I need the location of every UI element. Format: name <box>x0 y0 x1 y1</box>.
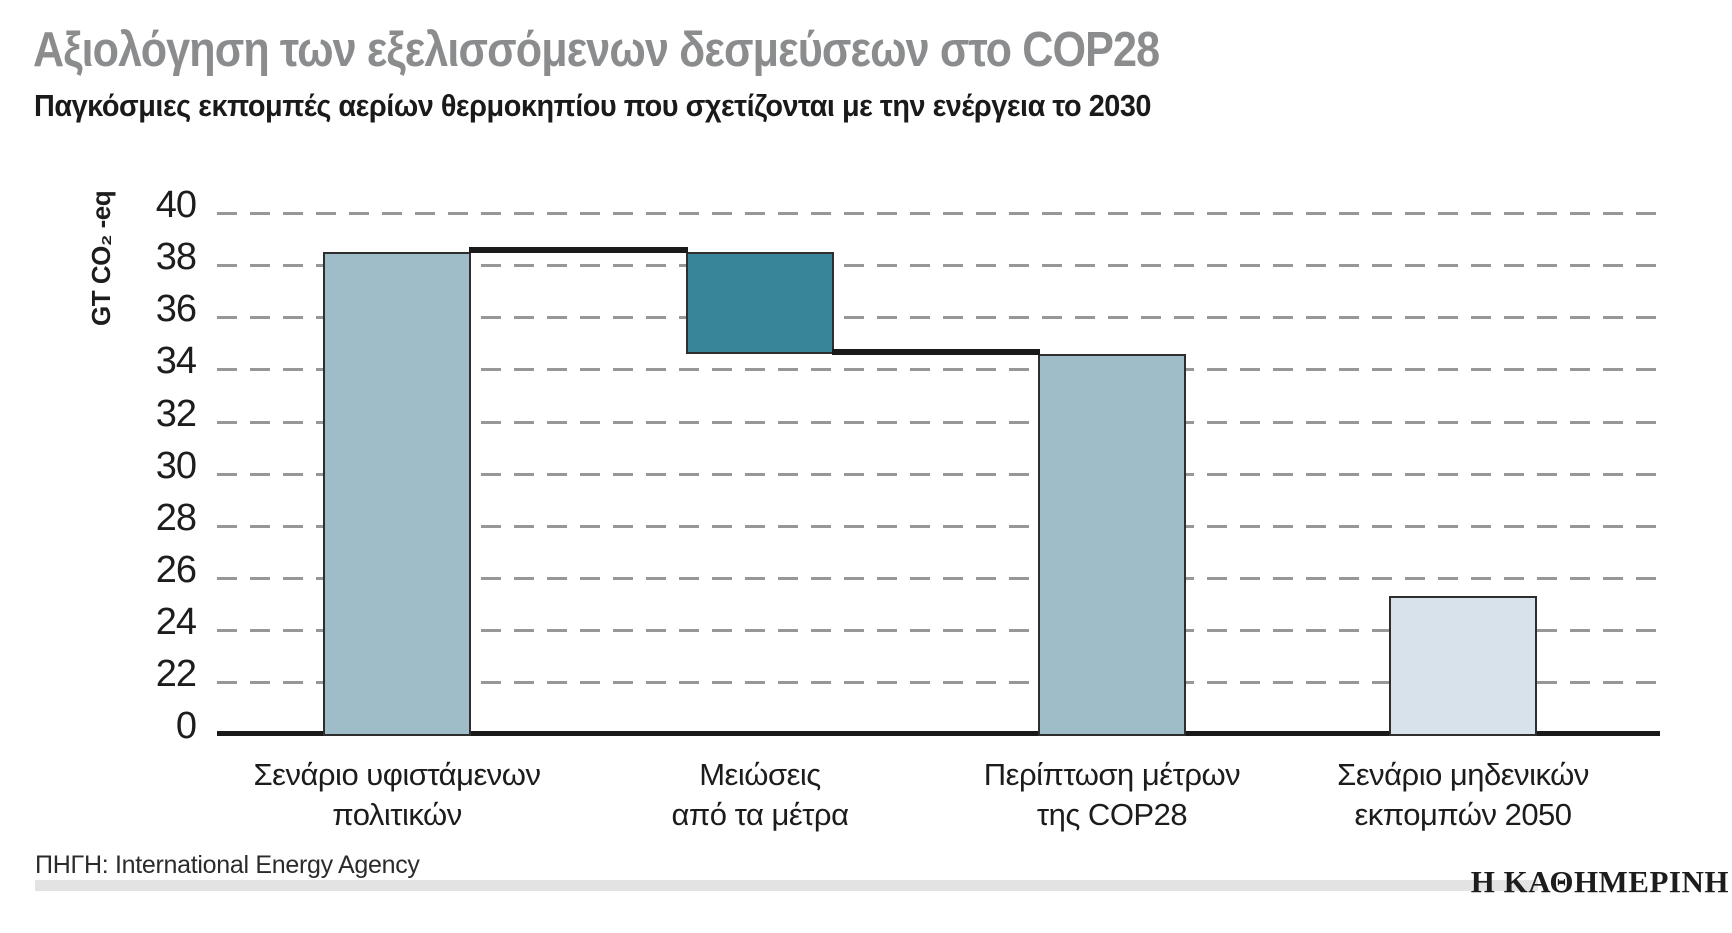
y-tick-32: 32 <box>155 392 197 435</box>
gridline-30 <box>217 472 1660 476</box>
y-tick-22: 22 <box>155 653 197 695</box>
bar-1 <box>686 252 834 354</box>
source-note: ΠΗΓΗ: International Energy Agency <box>35 851 420 879</box>
gridline-36 <box>217 316 1660 320</box>
gridline-32 <box>217 420 1660 424</box>
x-axis-line <box>217 731 1660 736</box>
y-tick-24: 24 <box>155 600 197 643</box>
category-label-2: Περίπτωση μέτρων της COP28 <box>983 757 1241 833</box>
y-tick-28: 28 <box>155 496 197 539</box>
category-label-0: Σενάριο υφιστάμενων πολιτικών <box>253 757 541 833</box>
bar-2 <box>1038 353 1186 736</box>
y-tick-0: 0 <box>175 705 197 747</box>
y-tick-38: 38 <box>155 236 197 279</box>
y-tick-40: 40 <box>155 184 197 227</box>
chart-subtitle: Παγκόσμιες εκπομπές αερίων θερμοκηπίου π… <box>34 88 1151 123</box>
category-label-1: Μειώσεις από τα μέτρα <box>671 757 850 833</box>
y-tick-26: 26 <box>155 548 197 591</box>
gridline-34 <box>217 368 1660 372</box>
y-tick-34: 34 <box>155 340 197 383</box>
y-tick-36: 36 <box>155 288 197 331</box>
footer-divider <box>35 880 1538 891</box>
category-label-3: Σενάριο μηδενικών εκπομπών 2050 <box>1337 757 1589 833</box>
gridline-28 <box>217 524 1660 528</box>
gridline-24 <box>217 628 1660 632</box>
gridline-40 <box>217 212 1660 216</box>
gridline-26 <box>217 576 1660 580</box>
bar-3 <box>1389 596 1537 736</box>
bar-0 <box>323 252 471 736</box>
publisher-logo: Η ΚΑΘΗΜΕΡΙΝΗ <box>1470 864 1729 899</box>
y-tick-30: 30 <box>155 444 197 487</box>
connector-line-0 <box>469 247 688 254</box>
chart-title: Αξιολόγηση των εξελισσόμενων δεσμεύσεων … <box>33 23 1160 77</box>
gridline-38 <box>217 264 1660 268</box>
gridline-22 <box>217 681 1660 684</box>
connector-line-1 <box>832 348 1040 355</box>
